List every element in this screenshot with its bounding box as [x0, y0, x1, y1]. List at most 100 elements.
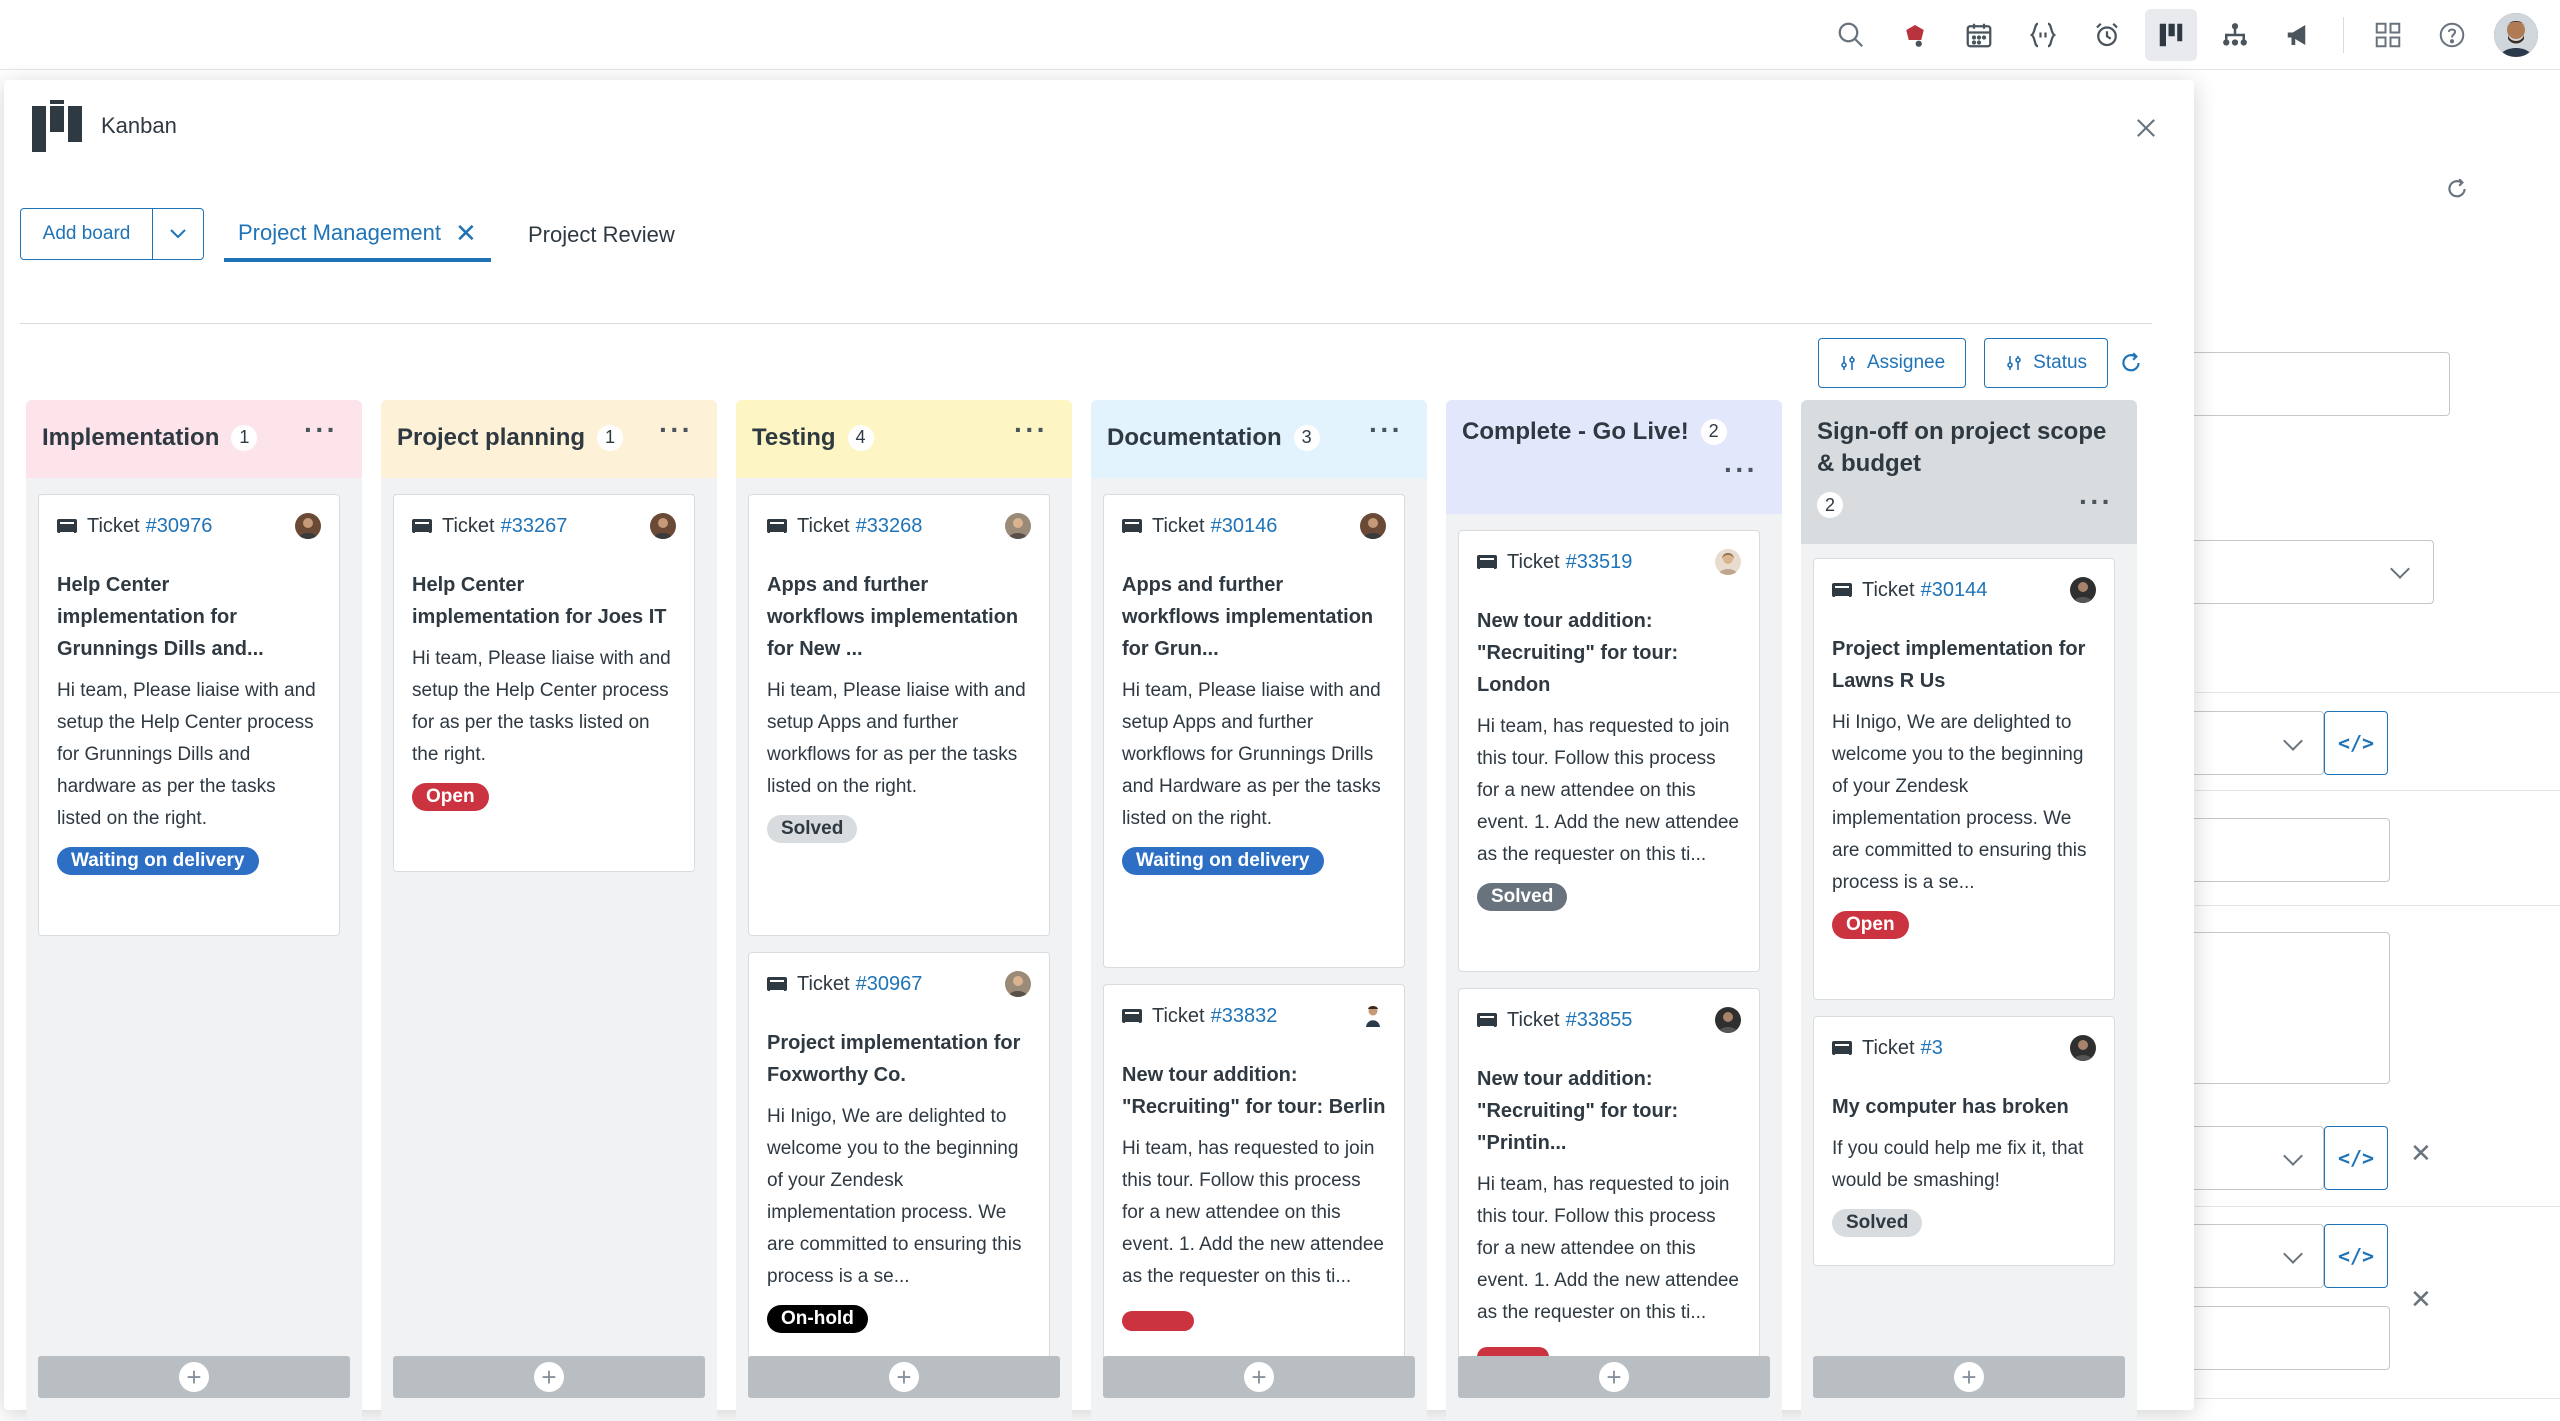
- divider: [2195, 1398, 2560, 1399]
- column-menu-icon[interactable]: ···: [304, 414, 338, 445]
- ticket-number-link[interactable]: #33832: [1210, 1004, 1278, 1027]
- ticket-number-link[interactable]: #33268: [855, 514, 923, 537]
- background-select[interactable]: [2190, 1224, 2324, 1288]
- background-select[interactable]: [2190, 1126, 2324, 1190]
- alarm-icon[interactable]: [2081, 9, 2133, 61]
- refresh-icon[interactable]: [2118, 350, 2144, 376]
- add-card-bar[interactable]: +: [1458, 1356, 1770, 1398]
- add-board-button[interactable]: Add board: [21, 209, 153, 259]
- tab-project-review[interactable]: Project Review: [528, 208, 675, 262]
- ticket-card[interactable]: Ticket #33267 Help Center implementation…: [393, 494, 695, 872]
- background-input[interactable]: [2190, 352, 2450, 416]
- megaphone-icon[interactable]: [2273, 9, 2325, 61]
- column-header: Project planning 1 ···: [381, 400, 717, 478]
- ticket-number-link[interactable]: #30976: [145, 514, 213, 537]
- assignee-filter-button[interactable]: Assignee: [1818, 338, 1967, 388]
- divider: [2195, 692, 2560, 693]
- tab-project-management[interactable]: Project Management ✕: [224, 208, 491, 262]
- column-title: Documentation: [1107, 424, 1282, 451]
- column-header: Complete - Go Live! 2 ···: [1446, 400, 1782, 514]
- assignee-avatar: [1360, 1003, 1386, 1029]
- column-title: Project planning: [397, 424, 586, 451]
- add-board-button-group: Add board: [20, 208, 204, 260]
- add-card-bar[interactable]: +: [1813, 1356, 2125, 1398]
- background-select[interactable]: [2190, 540, 2434, 604]
- ticket-number-link[interactable]: #30144: [1920, 578, 1988, 601]
- ticket-card[interactable]: Ticket #33832 New tour addition: "Recrui…: [1103, 984, 1405, 1372]
- column-title: Complete - Go Live!: [1462, 418, 1689, 445]
- column-menu-icon[interactable]: ···: [2079, 486, 2113, 517]
- add-board-dropdown[interactable]: [153, 209, 203, 259]
- code-icon[interactable]: [2017, 9, 2069, 61]
- column-menu-icon[interactable]: ···: [1724, 454, 1758, 485]
- ticket-card[interactable]: Ticket #30146 Apps and further workflows…: [1103, 494, 1405, 968]
- notification-icon[interactable]: [1889, 9, 1941, 61]
- ticket-card[interactable]: Ticket #33855 New tour addition: "Recrui…: [1458, 988, 1760, 1372]
- help-icon[interactable]: [2426, 9, 2478, 61]
- background-input[interactable]: [2190, 818, 2390, 882]
- user-avatar[interactable]: [2494, 13, 2538, 57]
- add-card-bar[interactable]: +: [748, 1356, 1060, 1398]
- assignee-avatar: [1360, 513, 1386, 539]
- kanban-logo-icon: [32, 100, 82, 152]
- ticket-number-link[interactable]: #30967: [855, 972, 923, 995]
- column-menu-icon[interactable]: ···: [1369, 414, 1403, 445]
- ticket-icon: [767, 977, 787, 992]
- close-tab-icon[interactable]: ✕: [455, 217, 477, 248]
- modal-title: Kanban: [101, 113, 177, 138]
- kanban-modal: Kanban Add board Project Management ✕ Pr…: [4, 80, 2194, 1421]
- filter-label: Status: [2033, 352, 2088, 373]
- ticket-card[interactable]: Ticket #3 My computer has broken If you …: [1813, 1016, 2115, 1266]
- status-badge: [1122, 1311, 1194, 1331]
- kanban-icon[interactable]: [2145, 9, 2197, 61]
- ticket-number-link[interactable]: #3: [1920, 1036, 1943, 1059]
- ticket-card[interactable]: Ticket #30967 Project implementation for…: [748, 952, 1050, 1372]
- board-tabs: Add board Project Management ✕ Project R…: [20, 186, 2152, 324]
- calendar-icon[interactable]: [1953, 9, 2005, 61]
- column-header: Implementation 1 ···: [26, 400, 362, 478]
- ticket-label: Ticket: [1862, 578, 1915, 601]
- ticket-number-link[interactable]: #33267: [500, 514, 568, 537]
- code-toggle-button[interactable]: </>: [2324, 711, 2388, 775]
- add-card-bar[interactable]: +: [393, 1356, 705, 1398]
- close-icon[interactable]: [2132, 114, 2160, 142]
- status-badge: Waiting on delivery: [57, 847, 259, 875]
- ticket-card[interactable]: Ticket #30144 Project implementation for…: [1813, 558, 2115, 1000]
- ticket-card[interactable]: Ticket #33268 Apps and further workflows…: [748, 494, 1050, 936]
- ticket-title: Help Center implementation for Joes IT: [412, 574, 667, 628]
- ticket-title: Project implementation for Lawns R Us: [1832, 638, 2086, 692]
- status-badge: Solved: [767, 815, 858, 843]
- ticket-card[interactable]: Ticket #33519 New tour addition: "Recrui…: [1458, 530, 1760, 972]
- ticket-number-link[interactable]: #33519: [1565, 550, 1633, 573]
- close-icon[interactable]: ✕: [2410, 1138, 2432, 1168]
- add-card-bar[interactable]: +: [1103, 1356, 1415, 1398]
- column-project-planning: Project planning 1 ··· Ticket #33267 Help…: [381, 400, 717, 1421]
- plus-icon: +: [179, 1362, 209, 1392]
- background-input[interactable]: [2190, 1306, 2390, 1370]
- background-textarea[interactable]: [2190, 932, 2390, 1084]
- assignee-avatar: [1715, 549, 1741, 575]
- status-filter-button[interactable]: Status: [1984, 338, 2109, 388]
- tab-label: Project Management: [238, 220, 441, 245]
- divider: [2195, 905, 2560, 906]
- column-documentation: Documentation 3 ··· Ticket #30146 Apps an…: [1091, 400, 1427, 1421]
- refresh-icon[interactable]: [2444, 176, 2470, 202]
- ticket-number-link[interactable]: #33855: [1565, 1008, 1633, 1031]
- assignee-avatar: [295, 513, 321, 539]
- column-menu-icon[interactable]: ···: [659, 414, 693, 445]
- ticket-title: New tour addition: "Recruiting" for tour…: [1122, 1064, 1386, 1118]
- code-toggle-button[interactable]: </>: [2324, 1224, 2388, 1288]
- assignee-avatar: [1005, 971, 1031, 997]
- search-icon[interactable]: [1825, 9, 1877, 61]
- code-toggle-button[interactable]: </>: [2324, 1126, 2388, 1190]
- column-menu-icon[interactable]: ···: [1014, 414, 1048, 445]
- ticket-card[interactable]: Ticket #30976 Help Center implementation…: [38, 494, 340, 936]
- column-testing: Testing 4 ··· Ticket #33268 Apps and furt…: [736, 400, 1072, 1421]
- card-header: Ticket #33267: [412, 513, 676, 539]
- apps-grid-icon[interactable]: [2362, 9, 2414, 61]
- hierarchy-icon[interactable]: [2209, 9, 2261, 61]
- ticket-number-link[interactable]: #30146: [1210, 514, 1278, 537]
- add-card-bar[interactable]: +: [38, 1356, 350, 1398]
- background-select[interactable]: [2190, 711, 2324, 775]
- close-icon[interactable]: ✕: [2410, 1284, 2432, 1314]
